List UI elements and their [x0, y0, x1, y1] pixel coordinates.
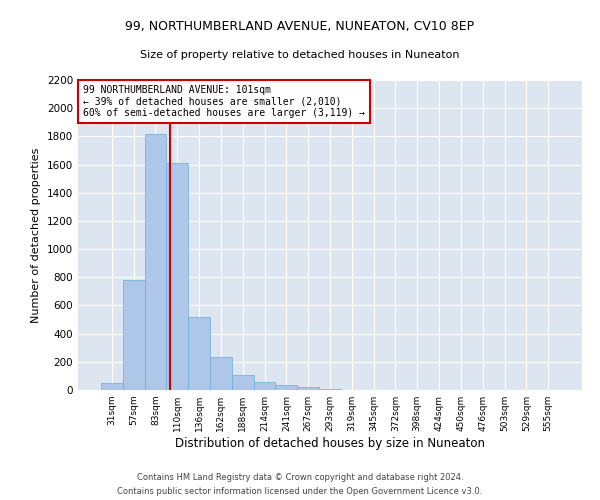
Bar	[275, 385, 297, 390]
Bar	[101, 383, 123, 390]
Bar	[254, 382, 275, 390]
X-axis label: Distribution of detached houses by size in Nuneaton: Distribution of detached houses by size …	[175, 437, 485, 450]
Bar	[210, 357, 232, 390]
Bar	[166, 163, 188, 390]
Text: 99 NORTHUMBERLAND AVENUE: 101sqm
← 39% of detached houses are smaller (2,010)
60: 99 NORTHUMBERLAND AVENUE: 101sqm ← 39% o…	[83, 84, 365, 118]
Bar	[145, 134, 166, 390]
Bar	[232, 374, 254, 390]
Text: Contains HM Land Registry data © Crown copyright and database right 2024.: Contains HM Land Registry data © Crown c…	[137, 472, 463, 482]
Y-axis label: Number of detached properties: Number of detached properties	[31, 148, 41, 322]
Bar	[297, 387, 319, 390]
Text: Size of property relative to detached houses in Nuneaton: Size of property relative to detached ho…	[140, 50, 460, 60]
Bar	[123, 280, 145, 390]
Bar	[188, 316, 210, 390]
Bar	[319, 388, 341, 390]
Text: 99, NORTHUMBERLAND AVENUE, NUNEATON, CV10 8EP: 99, NORTHUMBERLAND AVENUE, NUNEATON, CV1…	[125, 20, 475, 33]
Text: Contains public sector information licensed under the Open Government Licence v3: Contains public sector information licen…	[118, 488, 482, 496]
